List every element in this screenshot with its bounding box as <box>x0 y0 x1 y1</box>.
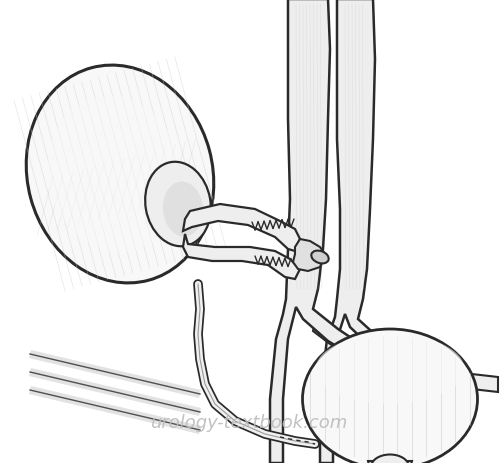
Ellipse shape <box>312 251 328 264</box>
Polygon shape <box>313 317 498 392</box>
Polygon shape <box>183 234 300 279</box>
Polygon shape <box>183 205 300 251</box>
Polygon shape <box>368 461 412 463</box>
Ellipse shape <box>302 329 478 463</box>
Ellipse shape <box>26 66 214 283</box>
Ellipse shape <box>316 334 464 404</box>
Polygon shape <box>320 0 455 463</box>
Ellipse shape <box>48 96 182 253</box>
Polygon shape <box>293 239 325 271</box>
Polygon shape <box>270 0 438 463</box>
Ellipse shape <box>371 455 409 463</box>
Ellipse shape <box>163 182 203 237</box>
Ellipse shape <box>145 163 211 247</box>
Text: urology-textbook.com: urology-textbook.com <box>152 413 348 431</box>
